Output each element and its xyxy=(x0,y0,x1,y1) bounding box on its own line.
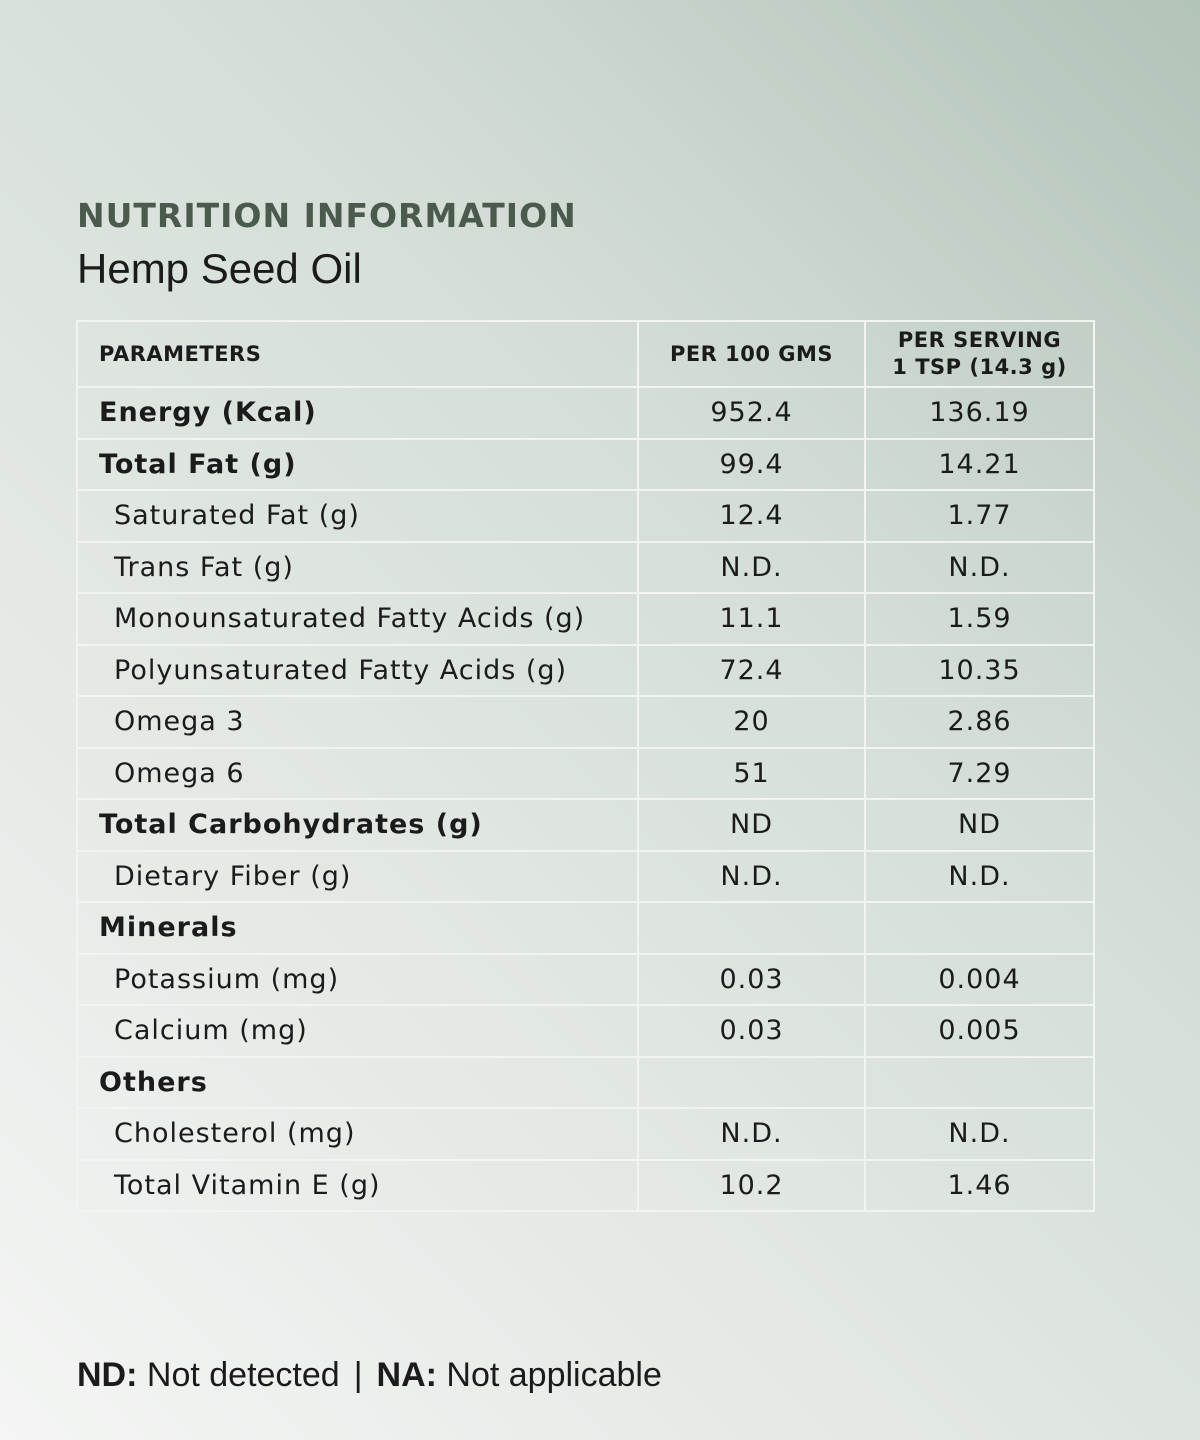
footnote: ND: Not detected | NA: Not applicable xyxy=(77,1354,662,1396)
table-row: Cholesterol (mg) N.D. N.D. xyxy=(76,1107,1095,1161)
row-label: Energy (Kcal) xyxy=(76,386,639,440)
row-per-serving-value: N.D. xyxy=(864,849,1095,903)
table-row: Saturated Fat (g) 12.4 1.77 xyxy=(76,489,1095,543)
table-row: Total Carbohydrates (g) ND ND xyxy=(76,798,1095,852)
column-header-per-serving: PER SERVING 1 TSP (14.3 g) xyxy=(864,320,1095,388)
na-key: NA: xyxy=(376,1356,437,1394)
row-per-100-value: 0.03 xyxy=(637,952,866,1006)
row-label: Monounsaturated Fatty Acids (g) xyxy=(76,592,639,646)
row-per-serving-value: ND xyxy=(864,798,1095,852)
row-per-100-value: ND xyxy=(637,798,866,852)
footnote-separator: | xyxy=(353,1356,363,1394)
column-header-parameters: PARAMETERS xyxy=(76,320,639,388)
table-row: Calcium (mg) 0.03 0.005 xyxy=(76,1004,1095,1058)
table-row: Total Fat (g) 99.4 14.21 xyxy=(76,437,1095,491)
row-label: Polyunsaturated Fatty Acids (g) xyxy=(76,643,639,697)
row-per-serving-value: N.D. xyxy=(864,540,1095,594)
column-header-per-100: PER 100 GMS xyxy=(637,320,866,388)
row-per-serving-value: 10.35 xyxy=(864,643,1095,697)
table-header-row: PARAMETERS PER 100 GMS PER SERVING 1 TSP… xyxy=(76,320,1095,388)
row-per-100-value: 952.4 xyxy=(637,386,866,440)
row-per-100-value: 99.4 xyxy=(637,437,866,491)
row-per-serving-value xyxy=(864,901,1095,955)
row-label: Others xyxy=(76,1055,639,1109)
row-per-serving-value: 7.29 xyxy=(864,746,1095,800)
row-per-100-value: 10.2 xyxy=(637,1158,866,1212)
row-per-serving-value: 136.19 xyxy=(864,386,1095,440)
table-row: Others xyxy=(76,1055,1095,1109)
row-label: Cholesterol (mg) xyxy=(76,1107,639,1161)
table-row: Total Vitamin E (g) 10.2 1.46 xyxy=(76,1158,1095,1212)
row-label: Omega 6 xyxy=(76,746,639,800)
row-per-serving-value: 2.86 xyxy=(864,695,1095,749)
row-label: Dietary Fiber (g) xyxy=(76,849,639,903)
row-label: Total Carbohydrates (g) xyxy=(76,798,639,852)
row-per-100-value: 20 xyxy=(637,695,866,749)
row-per-100-value xyxy=(637,901,866,955)
table-row: Energy (Kcal) 952.4 136.19 xyxy=(76,386,1095,440)
row-per-serving-value: 0.004 xyxy=(864,952,1095,1006)
table-row: Potassium (mg) 0.03 0.004 xyxy=(76,952,1095,1006)
row-per-serving-value xyxy=(864,1055,1095,1109)
row-per-serving-value: 1.59 xyxy=(864,592,1095,646)
table-row: Omega 3 20 2.86 xyxy=(76,695,1095,749)
row-label: Saturated Fat (g) xyxy=(76,489,639,543)
table-row: Minerals xyxy=(76,901,1095,955)
nd-key: ND: xyxy=(77,1356,138,1394)
per-serving-line-2: 1 TSP (14.3 g) xyxy=(892,355,1067,379)
section-heading: NUTRITION INFORMATION xyxy=(77,196,577,235)
product-title: Hemp Seed Oil xyxy=(77,245,362,292)
row-per-100-value xyxy=(637,1055,866,1109)
table-row: Monounsaturated Fatty Acids (g) 11.1 1.59 xyxy=(76,592,1095,646)
per-serving-line-1: PER SERVING xyxy=(897,328,1062,352)
row-per-serving-value: 14.21 xyxy=(864,437,1095,491)
row-per-100-value: 72.4 xyxy=(637,643,866,697)
row-label: Minerals xyxy=(76,901,639,955)
row-label: Total Vitamin E (g) xyxy=(76,1158,639,1212)
table-row: Dietary Fiber (g) N.D. N.D. xyxy=(76,849,1095,903)
row-label: Total Fat (g) xyxy=(76,437,639,491)
row-label: Potassium (mg) xyxy=(76,952,639,1006)
table-row: Omega 6 51 7.29 xyxy=(76,746,1095,800)
row-per-100-value: 0.03 xyxy=(637,1004,866,1058)
table-row: Polyunsaturated Fatty Acids (g) 72.4 10.35 xyxy=(76,643,1095,697)
row-per-serving-value: 1.77 xyxy=(864,489,1095,543)
row-per-100-value: N.D. xyxy=(637,849,866,903)
row-per-100-value: 11.1 xyxy=(637,592,866,646)
row-label: Trans Fat (g) xyxy=(76,540,639,594)
row-per-serving-value: 1.46 xyxy=(864,1158,1095,1212)
row-label: Omega 3 xyxy=(76,695,639,749)
row-per-100-value: N.D. xyxy=(637,1107,866,1161)
table-row: Trans Fat (g) N.D. N.D. xyxy=(76,540,1095,594)
row-per-serving-value: N.D. xyxy=(864,1107,1095,1161)
row-per-100-value: N.D. xyxy=(637,540,866,594)
nd-text: Not detected xyxy=(146,1356,340,1394)
row-label: Calcium (mg) xyxy=(76,1004,639,1058)
table-body: Energy (Kcal) 952.4 136.19 Total Fat (g) 99.… xyxy=(76,386,1095,1212)
row-per-serving-value: 0.005 xyxy=(864,1004,1095,1058)
nutrition-table: PARAMETERS PER 100 GMS PER SERVING 1 TSP… xyxy=(76,320,1095,1212)
row-per-100-value: 12.4 xyxy=(637,489,866,543)
row-per-100-value: 51 xyxy=(637,746,866,800)
na-text: Not applicable xyxy=(446,1356,662,1394)
